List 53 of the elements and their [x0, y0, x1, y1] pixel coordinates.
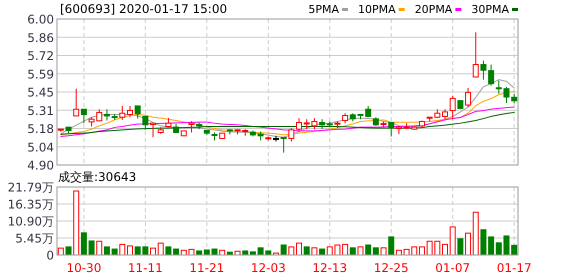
candlestick: [311, 118, 318, 130]
y-tick-label: 5.86: [27, 30, 54, 45]
candlestick: [472, 32, 479, 78]
candlestick: [142, 115, 148, 130]
chart-title: [600693] 2020-01-17 15:00: [60, 2, 228, 16]
bar: [388, 236, 394, 256]
candlestick: [465, 88, 472, 108]
bar: [58, 248, 64, 256]
y-tick-label: 5.31: [27, 104, 54, 118]
candlestick: [280, 136, 287, 154]
bar: [280, 244, 287, 256]
y-tick-label: 5.72: [27, 49, 54, 63]
x-tick-label: 11-21: [189, 261, 224, 275]
candlestick: [342, 112, 348, 124]
legend-label: 20PMA: [414, 3, 453, 16]
y-tick-label: 5.04: [27, 140, 54, 154]
y-tick-label: 5.45: [27, 86, 54, 100]
y-tick-label: 16.35万: [8, 197, 54, 212]
bar: [365, 244, 372, 256]
candlestick: [134, 105, 141, 120]
x-tick-label: 12-25: [374, 261, 409, 275]
line-series: [60, 112, 515, 135]
candlestick: [73, 88, 80, 116]
candlestick: [388, 122, 394, 137]
chart-title: 成交量:30643: [58, 170, 136, 184]
y-tick-label: 5.59: [27, 67, 54, 82]
legend-label: 30PMA: [471, 3, 510, 16]
candlestick: [450, 95, 456, 120]
x-tick-label: 11-11: [128, 261, 163, 275]
y-tick-label: 5.18: [27, 122, 54, 136]
candlestick: [80, 108, 87, 124]
legend-label: 10PMA: [358, 3, 396, 16]
bar: [96, 240, 102, 256]
candlestick: [96, 108, 102, 122]
candlestick: [188, 120, 194, 133]
y-tick-label: 21.79万: [8, 180, 54, 194]
x-tick-label: 12-03: [250, 261, 286, 275]
candlestick: [150, 122, 156, 138]
y-tick-label: 10.90万: [8, 214, 54, 228]
bar: [457, 238, 464, 256]
bar: [73, 190, 80, 256]
candlestick: [288, 128, 294, 142]
legend-label: 5PMA: [308, 3, 340, 16]
y-tick-label: 5.45万: [15, 231, 54, 246]
y-tick-label: 0: [46, 248, 54, 262]
y-tick-label: 6.00: [27, 12, 54, 26]
x-tick-label: 01-17: [496, 261, 532, 275]
x-tick-label: 10-30: [66, 261, 102, 275]
x-tick-label: 12-13: [312, 261, 348, 275]
candlestick: [319, 118, 326, 130]
candlestick: [88, 116, 95, 128]
x-tick-label: 01-07: [435, 261, 470, 275]
y-tick-label: 4.90: [27, 158, 54, 172]
